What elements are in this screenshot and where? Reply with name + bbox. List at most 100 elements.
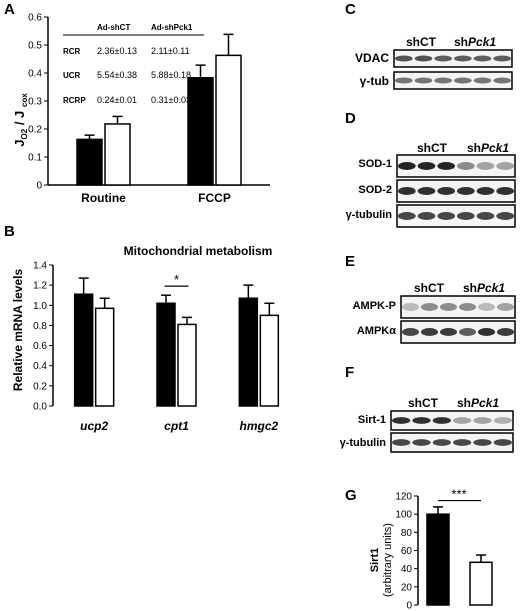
blot-band	[477, 328, 496, 336]
blot-strip	[396, 179, 516, 203]
blot-e-lanes	[400, 295, 516, 344]
bar	[73, 293, 94, 407]
blot-band	[476, 212, 495, 220]
bar	[187, 77, 214, 186]
chart-g-ylabel-units: (arbitrary units)	[382, 523, 394, 597]
chart-b-ylabel: Relative mRNA levels	[11, 269, 25, 392]
blot-band	[397, 187, 416, 195]
blot-band	[392, 439, 411, 446]
blot-band	[420, 328, 439, 336]
chart-b: Mitochondrial metabolism Relative mRNA l…	[11, 244, 280, 433]
y-tick-label: 1.4	[33, 261, 47, 272]
blot-strip	[396, 204, 516, 228]
y-tick-label: 120	[395, 492, 412, 503]
y-tick-label: 0.0	[33, 402, 47, 413]
blot-band	[458, 303, 477, 311]
blot-strip	[393, 71, 513, 90]
blot-f: shCT shPck1 Sirt-1 γ-tubulin	[340, 396, 514, 453]
blot-band	[496, 212, 515, 220]
blot-band	[437, 162, 456, 170]
blot-band	[414, 77, 433, 84]
bar	[94, 307, 115, 407]
blot-band	[456, 212, 475, 220]
y-tick-label: 0.2	[28, 125, 42, 136]
blot-c-group1: shCT	[406, 35, 437, 49]
blot-band	[417, 212, 436, 220]
bar	[76, 138, 103, 186]
bar	[426, 513, 450, 606]
table-cell: 0.24±0.01	[97, 95, 137, 105]
blot-strip	[390, 432, 514, 453]
table-header-shct: Ad-shCT	[97, 23, 130, 32]
bar	[259, 314, 280, 407]
y-tick-label: 0.5	[28, 41, 42, 52]
y-tick-label: 0.6	[28, 13, 42, 24]
blot-f-group1: shCT	[408, 396, 439, 410]
blot-c-label-2: γ-tub	[360, 74, 389, 88]
blot-f-lanes	[390, 410, 514, 453]
table-cell: 0.31±0.03§	[151, 95, 196, 105]
blot-band	[432, 439, 451, 446]
blot-band	[397, 162, 416, 170]
blot-d-group2: shPck1	[467, 141, 509, 155]
blot-strip	[396, 154, 516, 178]
y-tick-label: 40	[401, 564, 413, 575]
y-tick-label: 1.0	[33, 301, 47, 312]
blot-band	[493, 439, 512, 446]
blot-band	[401, 303, 420, 311]
blot-band	[453, 439, 472, 446]
blot-band	[437, 212, 456, 220]
chart-g-ylabel: Sirt1	[369, 548, 381, 572]
bar	[238, 297, 259, 407]
blot-band	[412, 417, 431, 424]
table-cell: 5.54±0.38	[97, 70, 137, 80]
y-tick-label: 1.2	[33, 281, 47, 292]
blot-band	[496, 328, 515, 336]
blot-band	[394, 55, 413, 62]
blot-c-label-1: VDAC	[355, 51, 389, 65]
chart-b-title: Mitochondrial metabolism	[124, 244, 273, 258]
category-label: Routine	[81, 191, 126, 205]
blot-strip	[390, 410, 514, 431]
y-tick-label: 20	[401, 582, 413, 593]
chart-g-bars: ***	[426, 487, 493, 606]
blot-band	[477, 303, 496, 311]
blot-band	[439, 328, 458, 336]
blot-band	[437, 187, 456, 195]
blot-strip	[400, 295, 516, 319]
blot-e-label-2: AMPKα	[357, 325, 396, 337]
y-tick-label: 0	[36, 181, 42, 192]
y-tick-label: 0.4	[28, 69, 42, 80]
y-tick-label: 60	[401, 546, 413, 557]
panel-label-a: A	[4, 1, 15, 18]
blot-band	[453, 77, 472, 84]
blot-band	[434, 55, 453, 62]
table-cell: 5.88±0.18	[151, 70, 191, 80]
blot-band	[473, 417, 492, 424]
blot-d-label-2: SOD-2	[358, 184, 392, 196]
blot-band	[456, 187, 475, 195]
panel-label-e: E	[345, 253, 355, 270]
significance-marker: ***	[451, 487, 466, 502]
panel-label-c: C	[345, 1, 356, 18]
blot-band	[420, 303, 439, 311]
blot-band	[453, 417, 472, 424]
chart-g-axes: 0 20 40 60 80 100 120	[395, 492, 419, 611]
table-row-label: RCR	[63, 47, 81, 56]
significance-marker: *	[174, 272, 179, 287]
y-tick-label: 0.1	[28, 153, 42, 164]
bar	[104, 123, 131, 186]
blot-c-group2: shPck1	[454, 35, 496, 49]
blot-band	[458, 328, 477, 336]
y-tick-label: 100	[395, 510, 412, 521]
table-cell: 2.36±0.13	[97, 46, 137, 56]
blot-band	[432, 417, 451, 424]
blot-c-lanes	[393, 49, 513, 90]
blot-f-label-2: γ-tubulin	[340, 437, 387, 449]
blot-f-label-1: Sirt-1	[358, 414, 386, 426]
panel-label-d: D	[345, 110, 356, 127]
y-tick-label: 0.4	[33, 361, 47, 372]
y-tick-label: 0.8	[33, 321, 47, 332]
blot-band	[476, 187, 495, 195]
blot-band	[493, 55, 512, 62]
